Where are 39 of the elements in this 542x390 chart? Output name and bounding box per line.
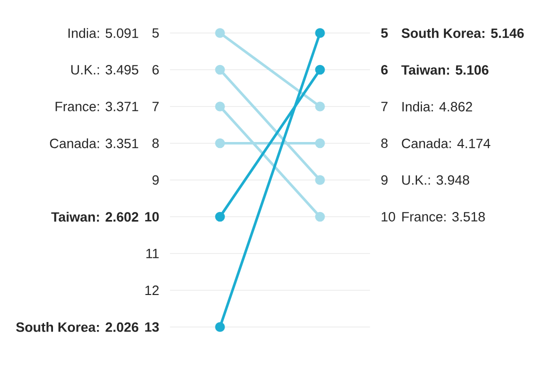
y-tick-label: 12 <box>145 286 159 295</box>
y-tick-label: 9 <box>152 175 159 185</box>
text: India: 4.862 <box>402 102 472 112</box>
point <box>215 212 225 222</box>
point <box>315 28 325 38</box>
point <box>315 175 325 185</box>
y-tick-label: 10 <box>145 212 159 222</box>
point <box>215 28 225 38</box>
text: Taiwan: 5.106 <box>401 64 488 75</box>
y-tick-label: 6 <box>152 64 159 75</box>
y2-tick-label: 8 <box>381 138 388 148</box>
point <box>215 138 225 148</box>
y2-tick-label: 7 <box>381 102 388 112</box>
y-tick-label: 11 <box>146 248 159 258</box>
y2-tick-label: 5 <box>381 28 388 38</box>
text: South Korea: 2.026 <box>16 322 138 332</box>
y-tick-label: 13 <box>145 322 159 332</box>
y-tick-label: 5 <box>152 28 159 38</box>
text: U.K.: 3.495 <box>71 64 138 75</box>
text: Canada: 4.174 <box>402 138 490 148</box>
y2-tick-label: 9 <box>381 175 388 185</box>
y2-tick-label: 10 <box>382 212 396 222</box>
text: India: 5.091 <box>68 28 138 38</box>
y-tick-label: 7 <box>152 102 159 112</box>
point <box>215 322 225 332</box>
text: U.K.: 3.948 <box>402 175 470 185</box>
text: Taiwan: 2.602 <box>51 212 138 222</box>
point <box>215 64 225 75</box>
point <box>315 138 325 148</box>
y2-tick-label: 6 <box>381 64 388 75</box>
text: Canada: 3.351 <box>50 138 138 148</box>
text: South Korea: 5.146 <box>402 28 524 38</box>
point <box>215 102 225 112</box>
point <box>315 102 325 112</box>
point <box>315 64 325 75</box>
point <box>315 212 325 222</box>
text: France: 3.518 <box>402 212 485 222</box>
text: France: 3.371 <box>56 102 138 112</box>
y-tick-label: 8 <box>152 138 159 148</box>
